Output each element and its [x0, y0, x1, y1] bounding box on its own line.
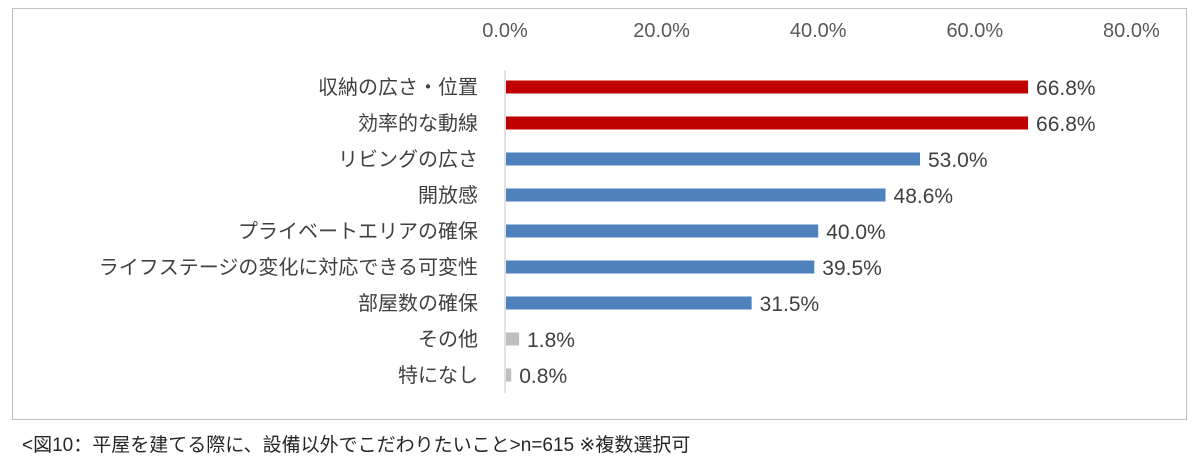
bar [506, 332, 520, 346]
bar [506, 224, 819, 238]
data-label: 0.8% [519, 365, 567, 388]
bar [506, 296, 752, 310]
category-label: ライフステージの変化に対応できる可変性 [99, 255, 478, 279]
x-tick-label: 40.0% [790, 20, 847, 42]
chart-frame [12, 8, 1187, 420]
category-label: 開放感 [418, 183, 478, 207]
bar [506, 80, 1029, 94]
data-label: 1.8% [527, 329, 575, 352]
data-label: 66.8% [1036, 113, 1096, 136]
data-label: 66.8% [1036, 77, 1096, 100]
data-label: 48.6% [894, 185, 954, 208]
figure-caption: <図10：平屋を建てる際に、設備以外でこだわりたいこと>n=615 ※複数選択可 [22, 435, 691, 456]
bar [506, 260, 815, 274]
x-tick-label: 80.0% [1103, 20, 1160, 42]
data-label: 40.0% [826, 221, 886, 244]
data-label: 31.5% [760, 293, 820, 316]
data-label: 39.5% [822, 257, 882, 280]
bar [506, 188, 886, 202]
category-label: その他 [418, 327, 478, 351]
bar [506, 152, 920, 166]
category-label: リビングの広さ [338, 147, 478, 171]
bar [506, 116, 1029, 130]
bar [506, 368, 512, 382]
x-tick-label: 0.0% [482, 20, 528, 42]
category-label: 部屋数の確保 [358, 291, 478, 315]
x-tick-label: 20.0% [633, 20, 690, 42]
data-label: 53.0% [928, 149, 988, 172]
category-label: 効率的な動線 [358, 111, 478, 135]
x-tick-label: 60.0% [946, 20, 1003, 42]
category-label: プライベートエリアの確保 [238, 219, 478, 243]
category-label: 収納の広さ・位置 [318, 75, 478, 99]
category-label: 特になし [398, 363, 478, 387]
